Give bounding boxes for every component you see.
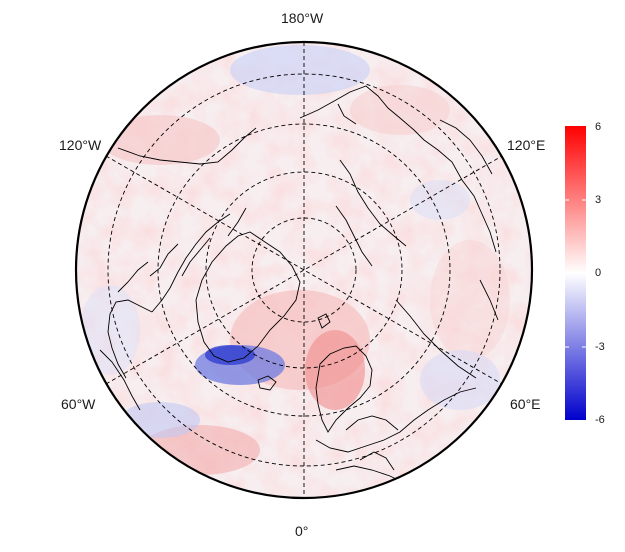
colorbar-tick-label: -6 — [595, 414, 605, 426]
lon-label-lower-left: 60°W — [61, 396, 96, 412]
coastlines — [99, 85, 499, 485]
colorbar-tick-label: 6 — [595, 121, 602, 133]
lon-label-bottom: 0° — [295, 523, 309, 539]
lon-label-upper-left: 120°W — [59, 137, 102, 153]
anomaly-field — [76, 42, 532, 498]
colorbar-tick-label: 3 — [595, 194, 602, 206]
map-boundary — [74, 40, 534, 500]
lon-label-lower-right: 60°E — [510, 396, 541, 412]
lon-label-top: 180°W — [281, 10, 324, 26]
lon-label-upper-right: 120°E — [507, 137, 546, 153]
colorbar — [565, 126, 586, 420]
colorbar-tick-label: 0 — [595, 267, 602, 279]
colorbar-tick-label: -3 — [595, 341, 605, 353]
colorbar-ticks — [565, 199, 586, 348]
